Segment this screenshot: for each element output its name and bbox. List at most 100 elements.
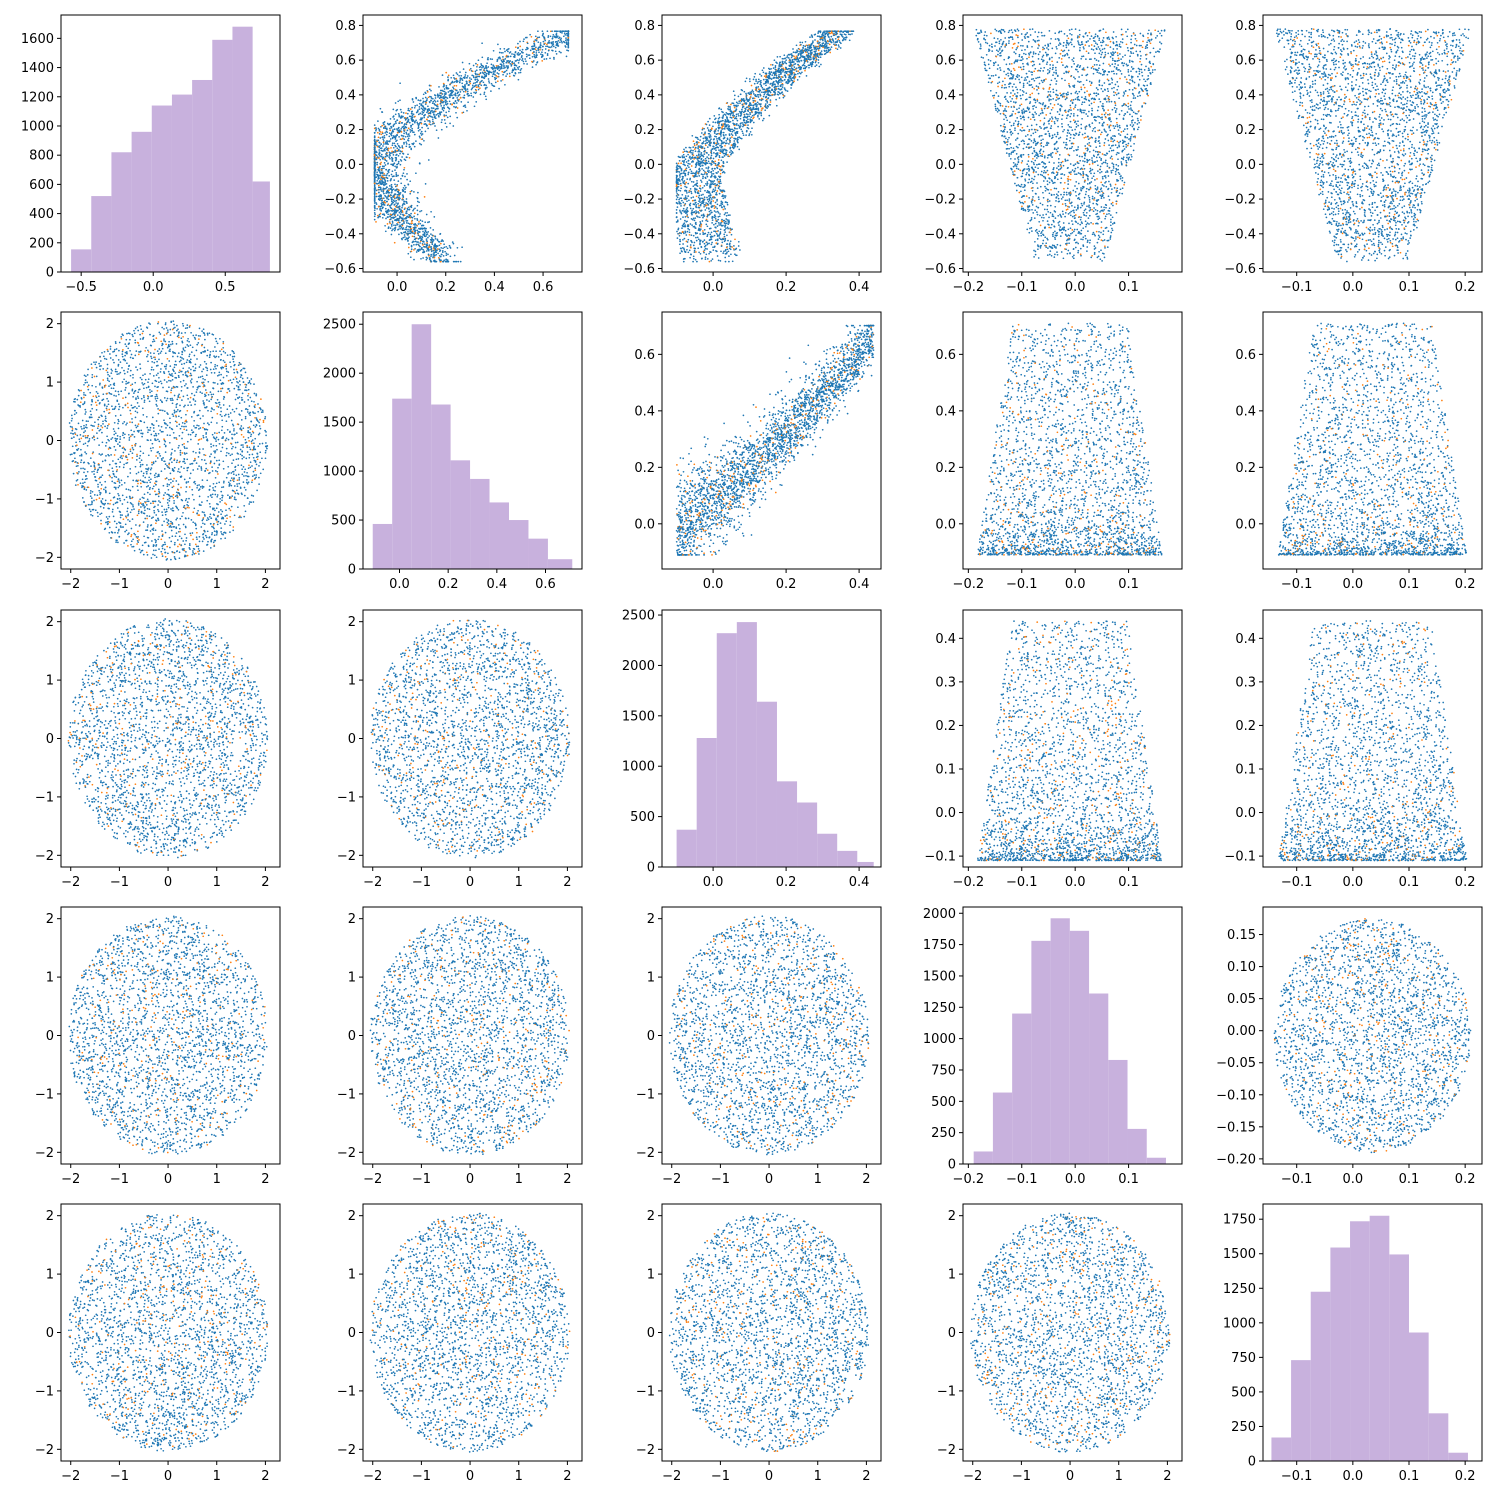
scatter-point [437,96,439,98]
scatter-point [514,51,517,53]
scatter-point [452,86,454,89]
scatter-point [394,151,397,153]
scatter-point [498,56,501,59]
scatter-point [380,168,383,171]
scatter-point [711,148,714,150]
scatter-point [481,56,484,59]
scatter-point [418,244,420,247]
scatter-point [685,146,687,149]
scatter-point [739,115,742,117]
scatter-point [457,260,460,263]
scatter-point [780,81,782,83]
scatter-point [440,105,443,107]
scatter-point [679,182,682,185]
scatter-point [552,35,554,38]
scatter-point [730,233,733,236]
scatter-point [416,241,418,243]
scatter-point [511,53,513,55]
scatter-point [683,210,686,212]
scatter-point [374,213,376,216]
scatter-point [449,96,451,99]
scatter-point [373,218,376,221]
scatter-point [824,45,827,48]
scatter-point [731,134,734,137]
scatter-point [552,42,554,44]
scatter-point [706,142,708,144]
scatter-point [411,110,414,113]
scatter-point [511,62,514,65]
scatter-point [681,177,684,180]
scatter-point [710,150,713,153]
scatter-point [735,115,738,118]
scatter-point [517,46,519,49]
scatter-point [511,71,513,74]
scatter-point [690,218,693,220]
scatter-point [765,74,768,77]
scatter-point [376,171,378,174]
scatter-point [686,151,689,153]
scatter-point [742,123,744,126]
scatter-point [719,150,722,153]
scatter-point [702,193,704,196]
scatter-point [552,45,555,48]
scatter-point [715,135,718,138]
scatter-point [729,116,732,119]
scatter-point [684,185,686,188]
scatter-point [780,76,783,78]
scatter-point [727,126,730,128]
scatter-point [403,124,406,126]
scatter-point [718,149,720,151]
scatter-point [421,235,423,238]
scatter-point [448,100,451,103]
scatter-point [386,148,389,151]
scatter-point [415,119,417,122]
scatter-point [509,55,512,58]
scatter-point [383,123,385,126]
scatter-point [681,231,684,233]
scatter-point [389,122,392,125]
scatter-point [837,30,840,33]
scatter-point [801,41,804,44]
scatter-point [745,106,748,109]
scatter-point [713,132,716,134]
scatter-point [699,162,702,165]
scatter-point [774,66,777,69]
scatter-point [373,163,376,166]
scatter-point [706,146,709,148]
scatter-point [514,46,517,49]
scatter-point [434,103,436,106]
scatter-point [389,129,392,132]
scatter-point [505,75,507,77]
scatter-point [683,159,686,162]
scatter-point [821,34,823,36]
scatter-point [772,77,775,80]
scatter-point [705,167,708,169]
scatter-point [716,238,719,241]
scatter-point [699,199,701,201]
scatter-point [561,32,563,34]
scatter-point [439,92,442,94]
scatter-point [700,210,702,212]
scatter-point [443,90,446,93]
scatter-point [683,170,685,172]
scatter-point [433,99,436,102]
scatter-point [683,161,685,164]
scatter-point [414,105,417,107]
scatter-point [785,68,788,70]
scatter-point [470,94,473,97]
scatter-point [443,243,445,246]
scatter-point [373,174,376,177]
scatter-point [718,120,721,123]
scatter-point [690,197,693,199]
scatter-point [711,173,713,175]
scatter-point [556,40,558,43]
scatter-point [799,50,801,53]
scatter-point [775,77,778,79]
scatter-point [707,200,710,203]
scatter-point [424,91,427,94]
scatter-point [697,138,699,141]
scatter-point [731,146,734,149]
scatter-point [694,190,697,193]
scatter-point [706,248,708,250]
scatter-point [452,87,455,90]
